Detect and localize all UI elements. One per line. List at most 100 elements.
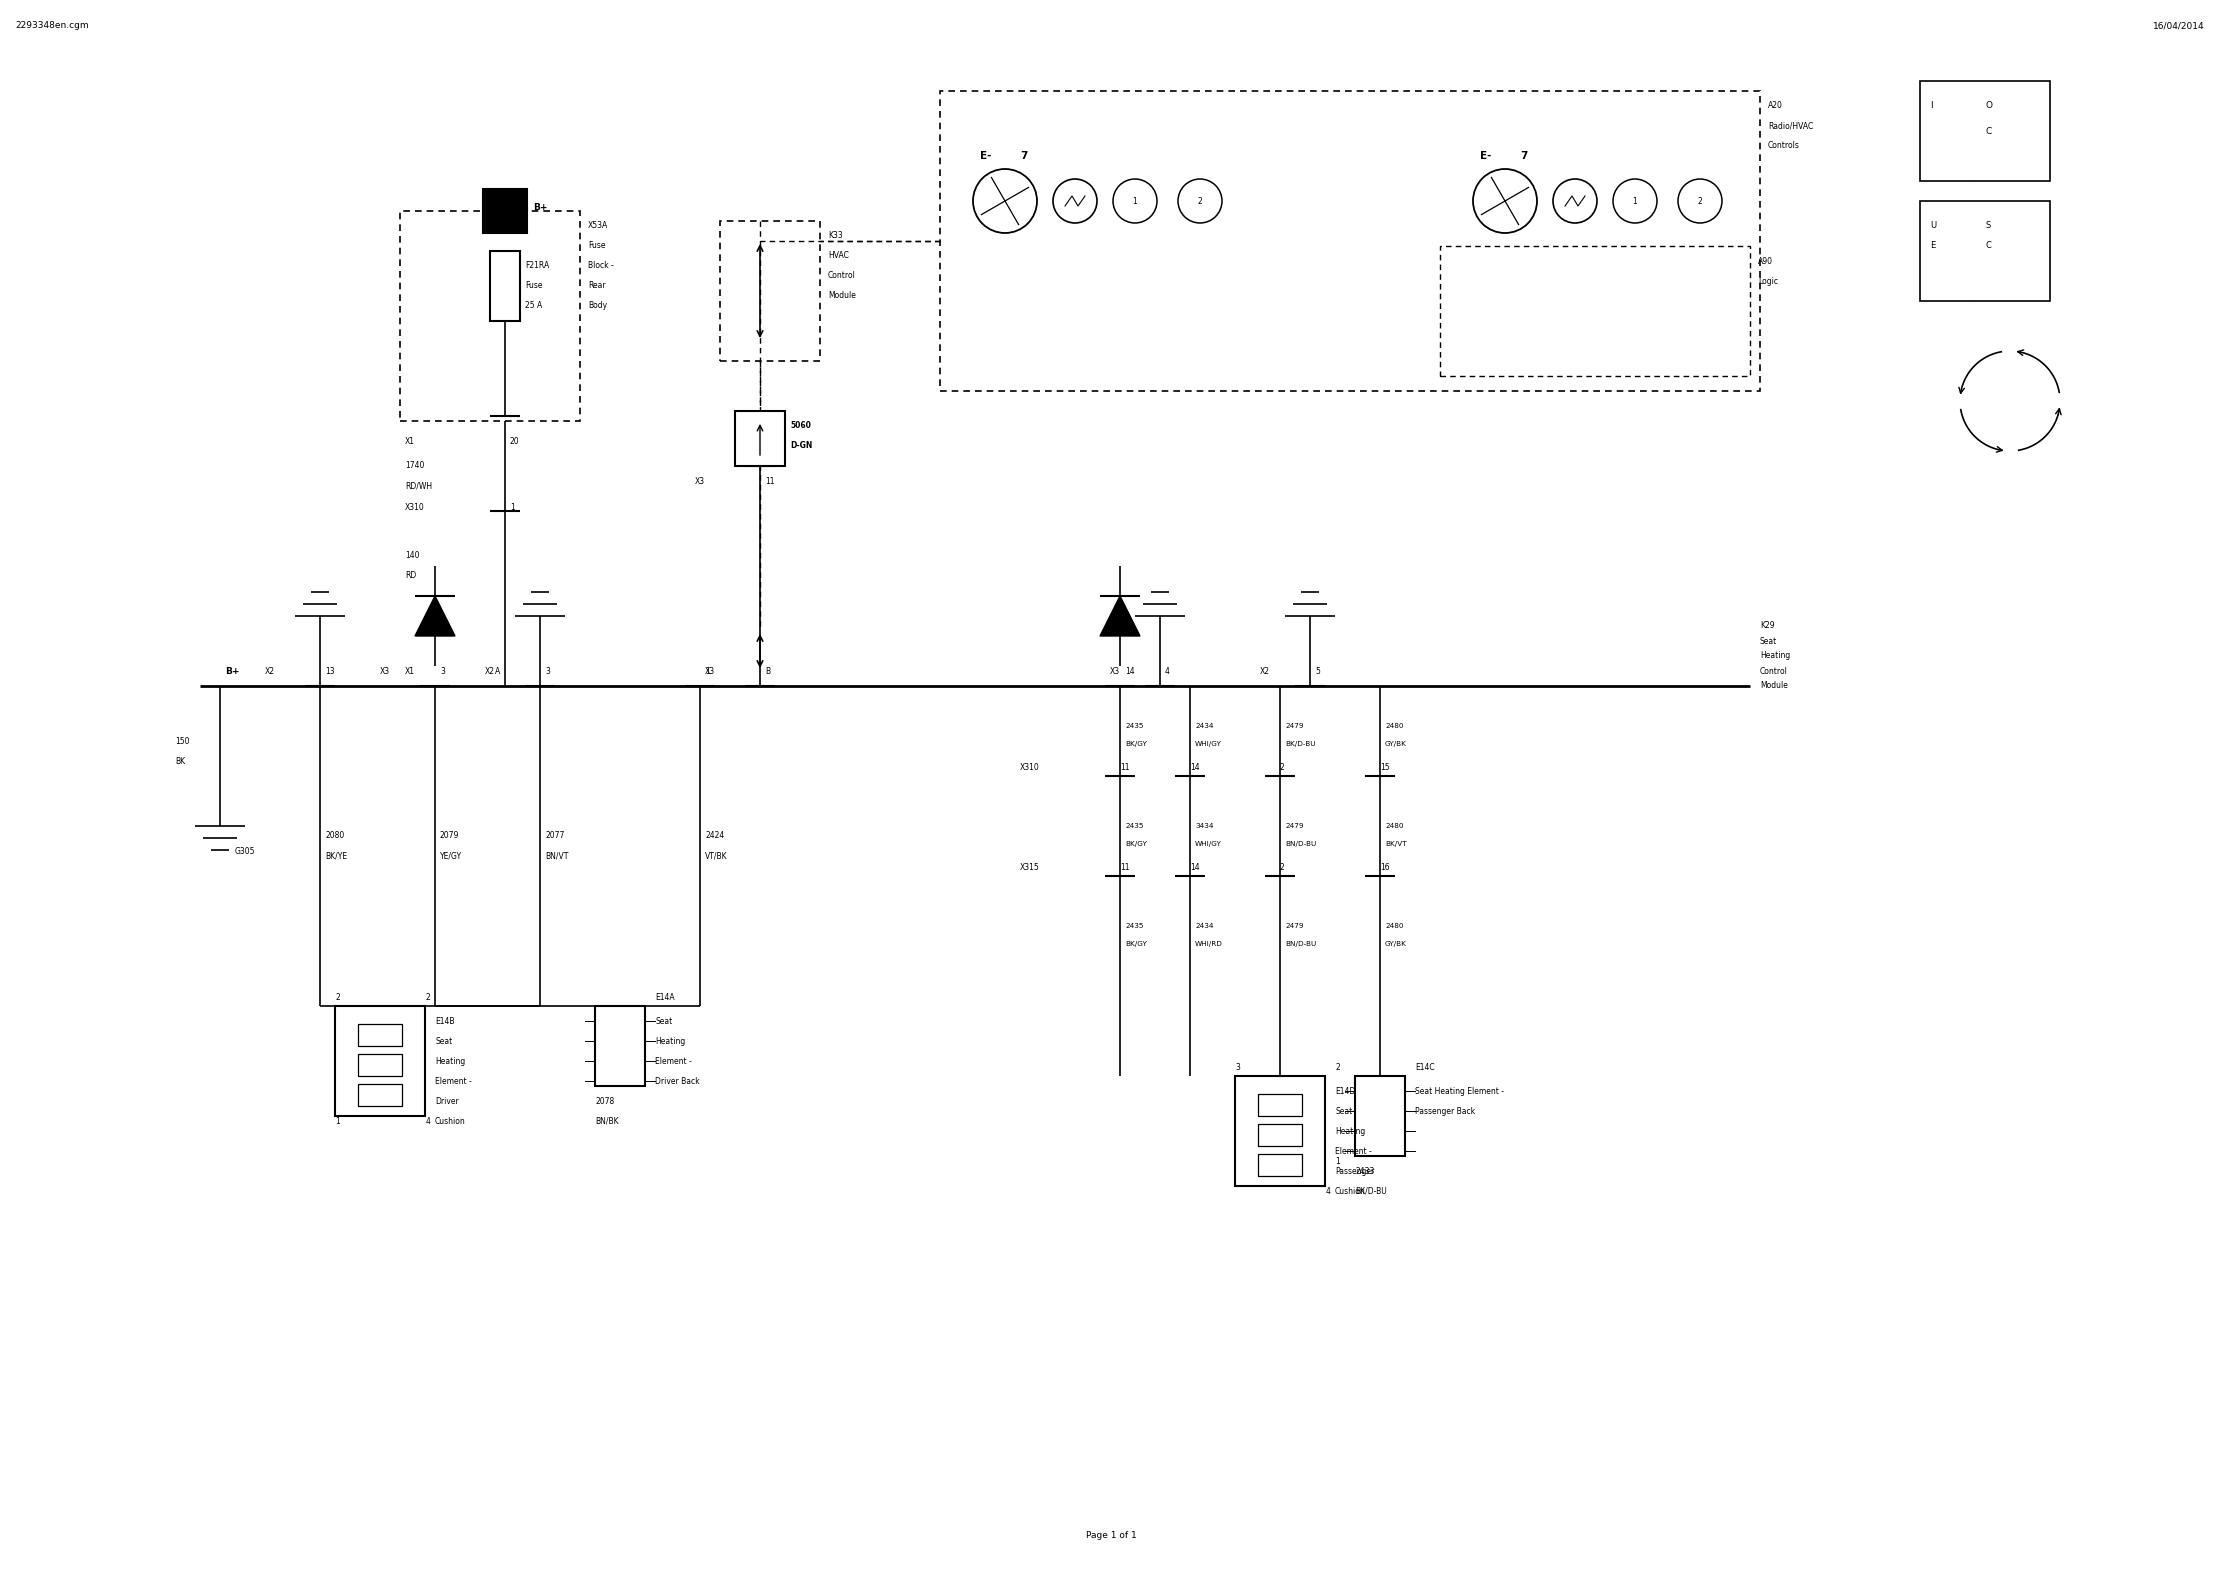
Bar [358,1054,402,1076]
Text: Heating: Heating [655,1037,684,1045]
Text: 2480: 2480 [1384,924,1404,928]
Text: 3: 3 [1235,1064,1240,1073]
Text: E: E [1931,242,1935,250]
Text: GY/BK: GY/BK [1384,941,1407,947]
Text: X310: X310 [404,503,424,512]
Text: Body: Body [589,302,607,311]
Text: 2: 2 [1335,1064,1340,1073]
Bar [1258,1093,1302,1115]
Text: 7: 7 [1020,151,1027,160]
Text: Cushion: Cushion [436,1117,467,1125]
Text: 4: 4 [1324,1186,1331,1196]
Text: X315: X315 [1020,864,1040,872]
Text: 2: 2 [1280,764,1284,773]
Text: 2480: 2480 [1384,723,1404,729]
Text: Module: Module [1760,682,1789,691]
Bar [482,189,527,233]
Bar [336,1005,424,1115]
Text: Passenger: Passenger [1335,1167,1373,1175]
Text: K29: K29 [1760,622,1775,630]
Text: Block -: Block - [589,261,613,270]
Text: 20: 20 [511,437,520,446]
Text: 11: 11 [764,476,775,485]
Polygon shape [416,595,456,636]
Text: Element -: Element - [1335,1147,1371,1156]
Text: Seat: Seat [436,1037,453,1045]
Text: 14: 14 [1191,864,1200,872]
Text: D-GN: D-GN [791,441,813,451]
Text: 140: 140 [404,551,420,561]
Text: 11: 11 [1120,864,1129,872]
Text: 4: 4 [1164,666,1169,676]
Text: F21RA: F21RA [524,261,549,270]
Text: Fuse: Fuse [589,242,607,250]
Text: 2079: 2079 [440,831,460,840]
Text: 1740: 1740 [404,462,424,470]
Text: Module: Module [829,292,855,300]
Text: X2: X2 [1260,666,1271,676]
Text: X3: X3 [380,666,391,676]
Text: 13: 13 [324,666,336,676]
Text: 2479: 2479 [1284,723,1304,729]
Text: BK/GY: BK/GY [1124,840,1147,847]
Text: X2: X2 [264,666,276,676]
Text: 3434: 3434 [1195,823,1213,829]
Text: U: U [1931,222,1935,231]
Polygon shape [1100,595,1140,636]
Text: Seat: Seat [655,1016,673,1026]
Text: X53A: X53A [589,222,609,231]
Text: 2435: 2435 [1124,723,1144,729]
Text: G305: G305 [236,847,256,856]
Text: X1: X1 [404,437,416,446]
Text: 2434: 2434 [1195,723,1213,729]
Text: 2433: 2433 [1355,1167,1375,1175]
Bar [1920,82,2051,181]
Text: X1: X1 [404,666,416,676]
Text: 2479: 2479 [1284,823,1304,829]
Text: Seat: Seat [1760,636,1778,646]
Text: E14C: E14C [1415,1064,1435,1073]
Text: BK/GY: BK/GY [1124,941,1147,947]
Text: 11: 11 [1120,764,1129,773]
Text: 2: 2 [1698,196,1702,206]
Text: X2: X2 [484,666,496,676]
Text: 2434: 2434 [1195,924,1213,928]
Text: 15: 15 [1380,764,1389,773]
Text: BK: BK [176,757,184,765]
Text: RD: RD [404,572,416,581]
Text: 2: 2 [1198,196,1202,206]
Bar [1440,247,1751,375]
Text: S: S [1984,222,1991,231]
Text: E14B: E14B [436,1016,456,1026]
Bar [940,91,1760,391]
Text: 2435: 2435 [1124,823,1144,829]
Text: B+: B+ [533,204,547,212]
Text: Controls: Controls [1769,141,1800,151]
Bar [400,211,580,421]
Bar [1920,201,2051,302]
Text: Cushion: Cushion [1335,1186,1367,1196]
Text: GY/BK: GY/BK [1384,742,1407,746]
Text: B+: B+ [224,666,240,676]
Text: A: A [496,666,500,676]
Text: BN/D-BU: BN/D-BU [1284,941,1315,947]
Text: Heating: Heating [1760,652,1791,660]
Text: 1: 1 [511,503,516,512]
Text: Fuse: Fuse [524,281,542,291]
Bar [595,1005,644,1086]
Text: 3: 3 [440,666,444,676]
Text: WHI/GY: WHI/GY [1195,742,1222,746]
Bar [358,1024,402,1046]
Bar [1258,1123,1302,1145]
Text: 1: 1 [704,666,709,676]
Text: 25 A: 25 A [524,302,542,311]
Text: 2: 2 [1280,864,1284,872]
Text: Seat Heating Element -: Seat Heating Element - [1415,1087,1504,1095]
Text: Control: Control [829,272,855,281]
Text: 5: 5 [1315,666,1320,676]
Text: X3: X3 [695,476,704,485]
Text: 2480: 2480 [1384,823,1404,829]
Text: X310: X310 [1020,764,1040,773]
Text: E-: E- [980,151,991,160]
Text: BN/D-BU: BN/D-BU [1284,840,1315,847]
